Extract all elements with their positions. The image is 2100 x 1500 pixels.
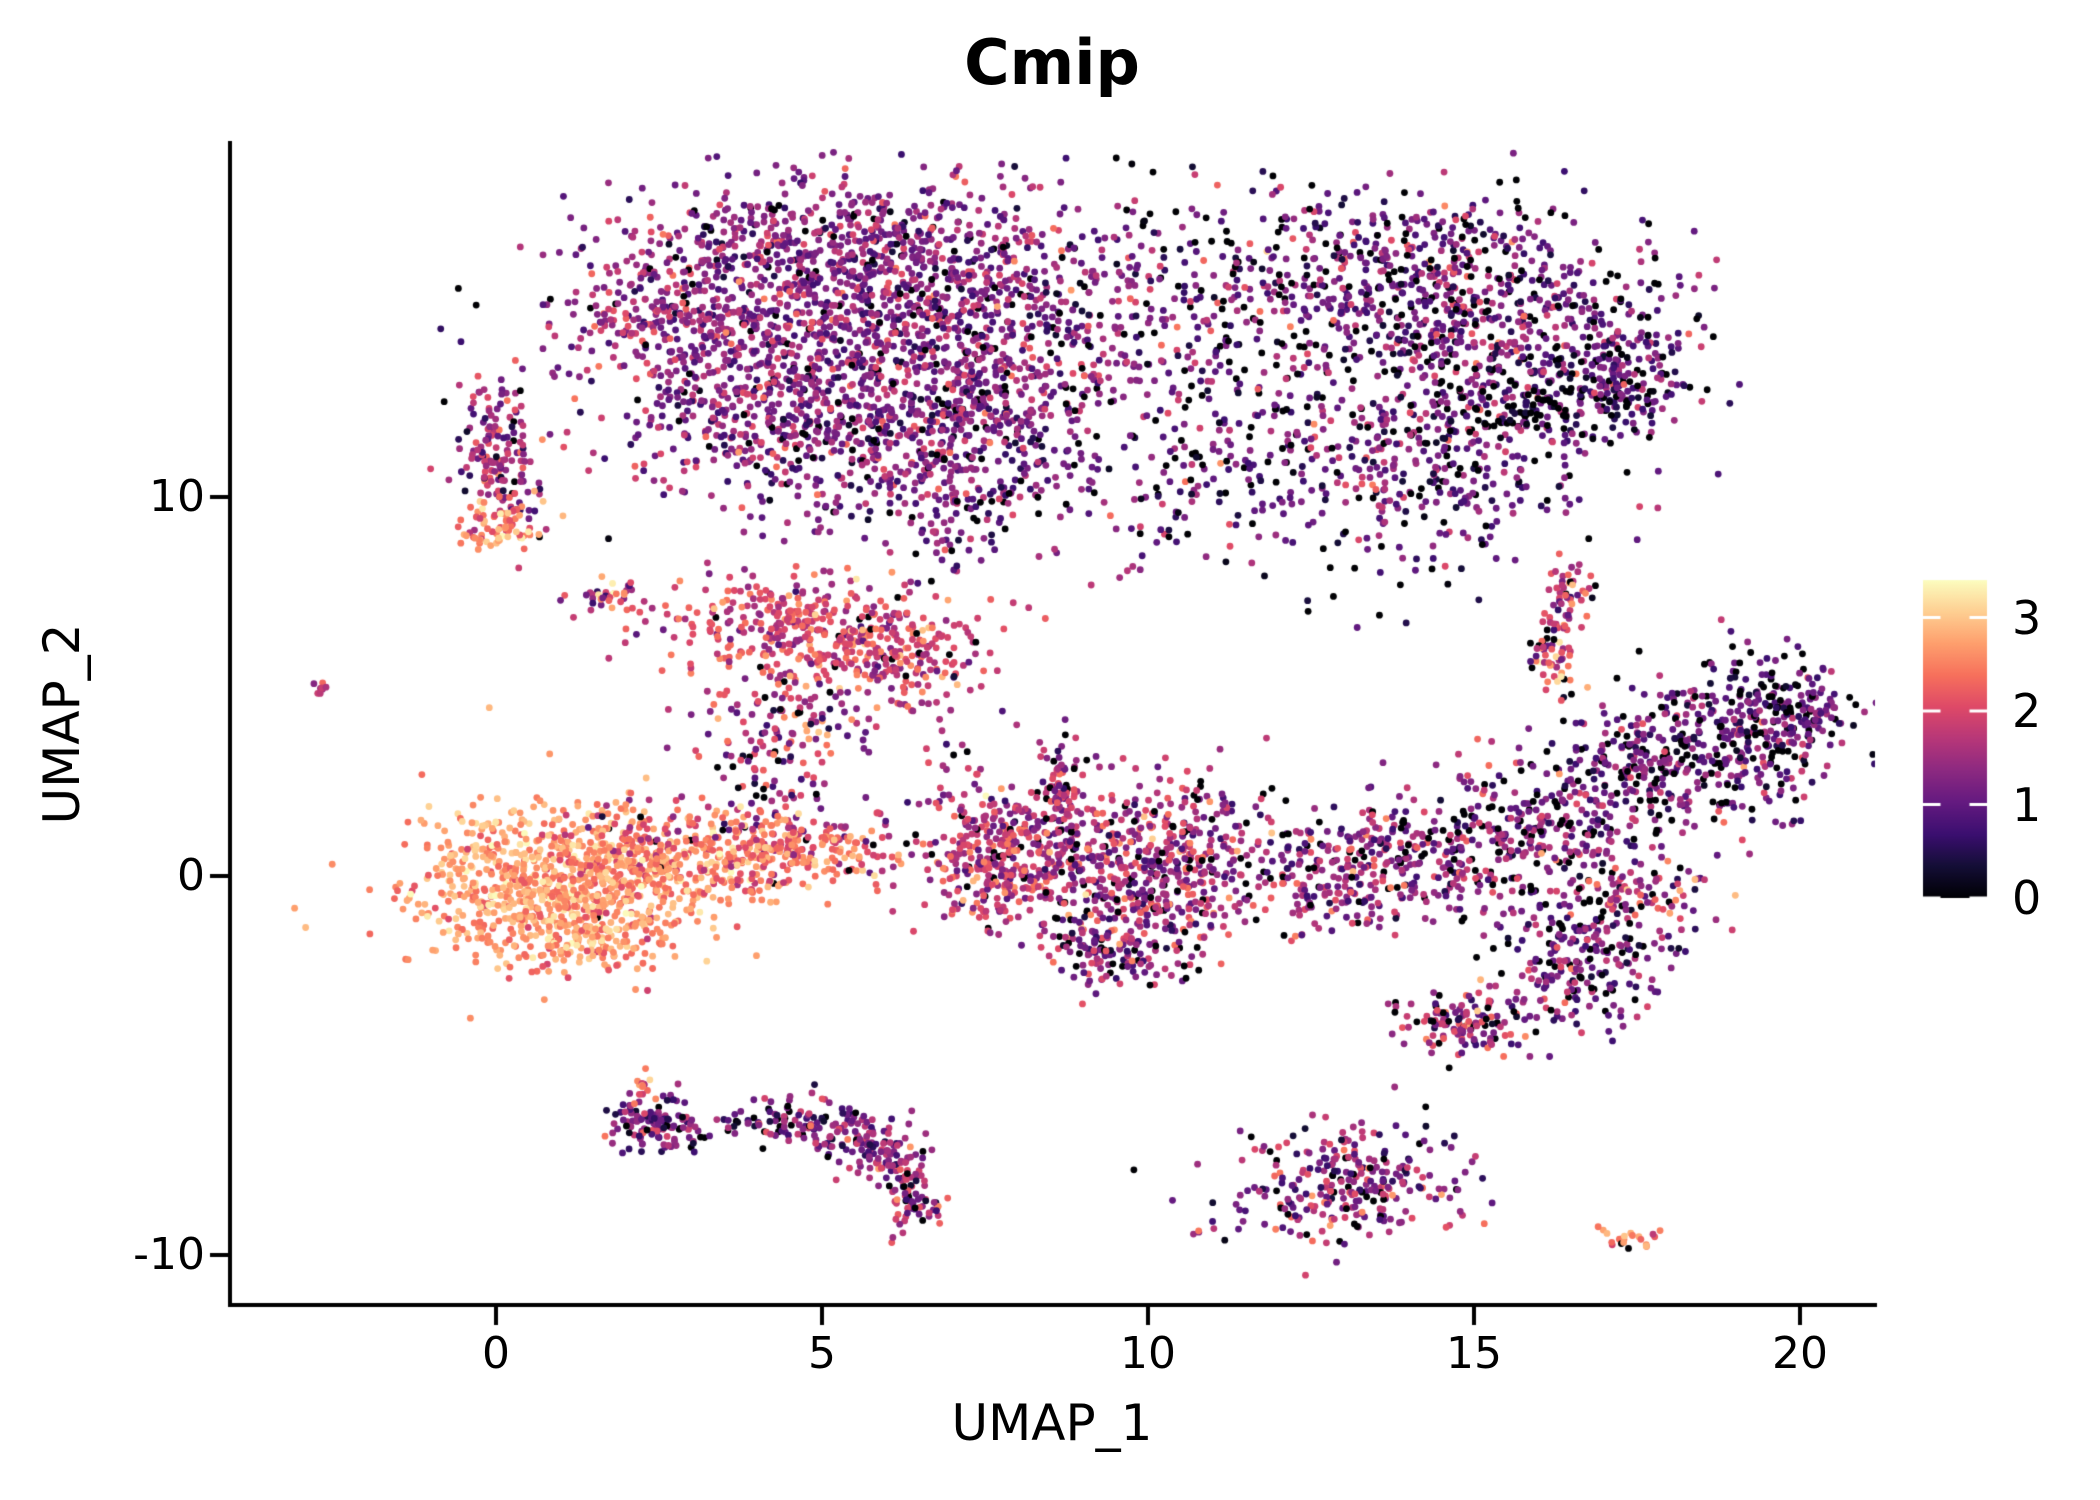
y-tick-label-0: 0 [177, 850, 205, 901]
colorbar-tick-label-3: 3 [2012, 590, 2042, 645]
plot-title: Cmip [964, 26, 1140, 99]
colorbar-tick-label-2: 2 [2012, 684, 2042, 738]
x-tick-label-10: 10 [1120, 1328, 1176, 1379]
y-tick-label-10: 10 [149, 471, 205, 522]
y-axis-label: UMAP_2 [33, 623, 91, 825]
colorbar-tick-label-0: 0 [2012, 871, 2042, 925]
x-axis-label: UMAP_1 [951, 1394, 1153, 1452]
x-tick-label-15: 15 [1446, 1328, 1502, 1379]
x-tick-label-5: 5 [808, 1328, 836, 1379]
y-tick-label-neg10: -10 [133, 1229, 205, 1280]
x-tick-label-0: 0 [482, 1328, 510, 1379]
colorbar-tick-label-1: 1 [2012, 777, 2042, 832]
x-tick-label-20: 20 [1772, 1328, 1828, 1379]
